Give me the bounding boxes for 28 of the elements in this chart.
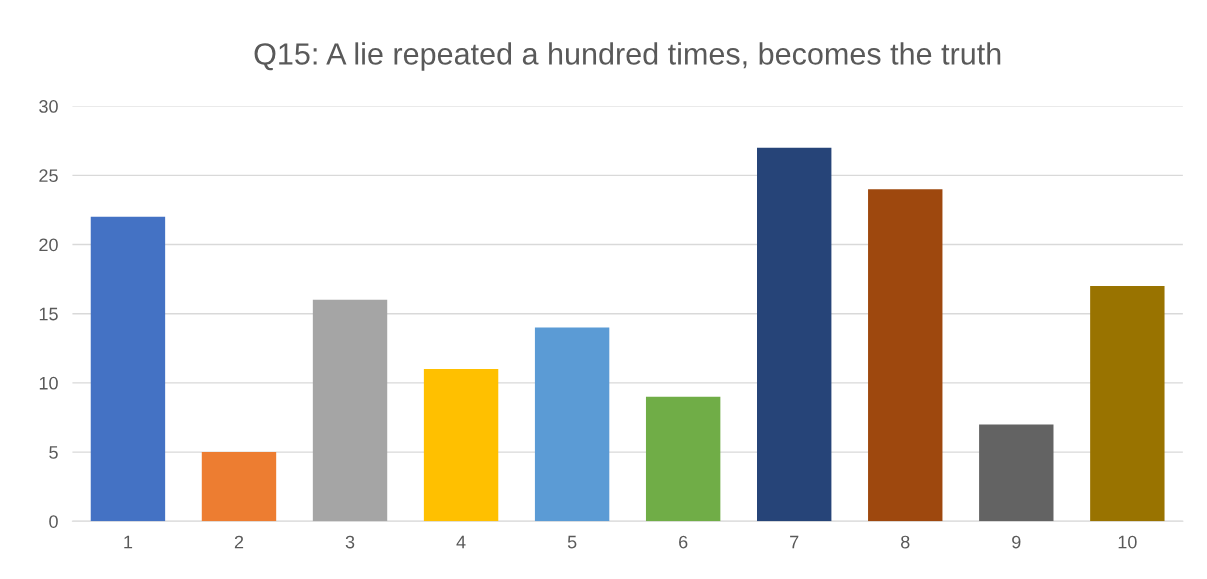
y-tick-label: 0 <box>49 515 58 528</box>
x-tick-label: 5 <box>567 535 577 549</box>
bar <box>201 452 277 522</box>
bar <box>979 424 1054 522</box>
bar <box>645 396 721 522</box>
y-tick-label: 20 <box>39 238 58 252</box>
bar <box>312 299 388 522</box>
bar <box>534 327 610 522</box>
x-tick-label: 1 <box>124 535 133 549</box>
y-tick-label: 5 <box>49 446 58 459</box>
y-tick-label: 10 <box>39 376 58 390</box>
y-tick-label: 30 <box>39 100 58 113</box>
x-tick-label: 8 <box>901 535 910 549</box>
y-tick-label: 15 <box>39 307 58 321</box>
y-tick-label: 25 <box>39 169 58 183</box>
chart-title: Q15: A lie repeated a hundred times, becomes the truth <box>254 42 1001 71</box>
x-tick-label: 4 <box>456 535 466 549</box>
x-tick-label: 6 <box>679 535 688 549</box>
bar <box>1090 286 1165 522</box>
x-tick-label: 9 <box>1012 535 1021 549</box>
x-tick-label: 10 <box>1118 535 1137 549</box>
x-tick-label: 2 <box>234 535 244 549</box>
bar <box>423 369 499 522</box>
bar <box>90 216 166 522</box>
bar <box>757 147 832 522</box>
x-tick-label: 3 <box>345 535 355 549</box>
bar <box>868 189 943 522</box>
x-tick-label: 7 <box>790 535 799 549</box>
